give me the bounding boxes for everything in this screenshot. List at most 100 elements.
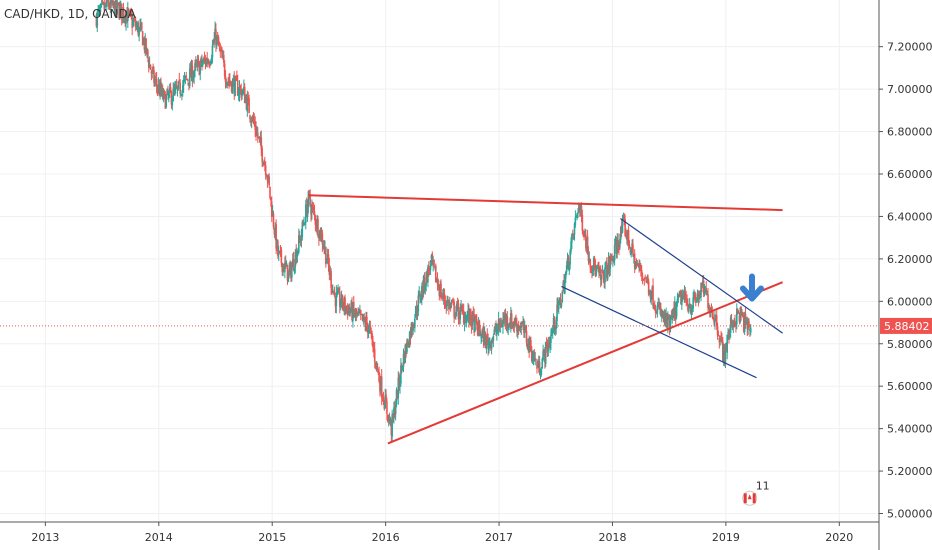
candle-body [452,300,455,304]
y-tick-label: 6.80000 [887,126,932,139]
candle-body [661,311,664,315]
x-axis[interactable]: 2013 2014 2015 2016 2017 2018 2019 2020 [31,522,853,544]
candle-body [370,331,373,333]
current-price-tag [880,317,932,334]
candle-body [529,338,531,352]
candle-body [551,331,554,333]
candle-body [436,278,439,285]
candle-body [372,340,374,348]
candle-body [656,306,659,314]
candle-body [449,303,452,306]
candle-body [502,319,504,328]
candle-body [469,308,472,321]
candle-body [478,320,481,331]
candle-body [332,291,335,294]
candle-body [742,315,745,332]
trendline[interactable] [308,194,783,212]
candle-body [646,276,648,280]
candle-body [489,340,491,343]
candle-body [663,314,666,320]
candle-body [486,333,489,341]
candle-body [389,419,392,424]
candle-body [373,348,375,351]
canada-flag-event-icon[interactable]: 11 [742,479,770,506]
candle-body [425,271,427,286]
arrow-down-icon[interactable] [739,273,764,302]
candle-body [589,258,592,268]
candle-body [660,307,662,316]
y-tick-label: 6.40000 [887,210,932,223]
candle-body [534,358,537,360]
candle-body [586,236,589,253]
candle-body [525,331,528,343]
candle-body [395,389,398,405]
candle-body [266,176,269,181]
trendline[interactable] [561,285,757,379]
candle-body [415,307,418,315]
candle-body [223,63,226,77]
candle-body [647,281,650,295]
candle-body [547,343,550,352]
candle-body [114,0,117,17]
candle-body [413,325,415,327]
candle-body [140,22,143,30]
candle-body [205,58,208,67]
current-price-label: 5.88402 [880,317,932,334]
candle-body [176,86,179,90]
candle-body [568,263,571,272]
candle-body [222,56,224,58]
y-axis[interactable]: 5.00000 5.20000 5.40000 5.60000 5.80000 6.000… [879,41,932,521]
candle-body [566,258,569,267]
candle-body [175,87,177,89]
candle-body [371,333,373,340]
candle-body [721,339,723,343]
candle-body [313,211,316,216]
candle-body [407,345,410,347]
candle-body [458,317,461,319]
candle-body [366,316,368,326]
candle-body [255,128,257,136]
candle-body [323,244,325,249]
candle-body [712,316,715,320]
trendline[interactable] [387,281,783,445]
candle-body [688,309,690,311]
candle-body [407,339,409,346]
candle-body [290,265,292,279]
candle-body [631,243,633,251]
x-tick-label: 2020 [825,531,853,544]
candle-body [572,233,575,236]
candle-body [634,263,637,270]
candle-body [599,269,601,272]
candle-body [239,86,242,89]
trendline[interactable] [620,218,783,334]
candle-body [178,79,181,81]
candle-body [199,64,202,74]
candle-body [651,287,653,297]
candle-body [437,285,440,288]
candle-body [279,250,282,252]
candle-body [687,304,689,311]
candle-body [611,258,613,261]
candle-body [639,265,641,269]
candle-body [509,323,511,328]
candle-body [246,97,249,112]
candle-body [249,115,251,119]
candle-body [515,320,517,326]
candle-body [277,250,280,256]
candle-body [281,262,284,273]
candle-body [536,361,538,369]
candle-body [713,319,715,324]
candle-body [353,312,356,317]
candle-body [708,309,710,311]
candle-body [378,371,380,382]
candle-body [467,310,469,318]
candle-body [210,57,213,63]
candle-body [121,9,124,17]
candle-body [265,176,268,178]
candle-body [312,207,315,210]
candle-body [367,328,370,335]
candle-body [99,4,102,8]
candle-body [119,5,121,19]
candle-body [237,92,240,96]
